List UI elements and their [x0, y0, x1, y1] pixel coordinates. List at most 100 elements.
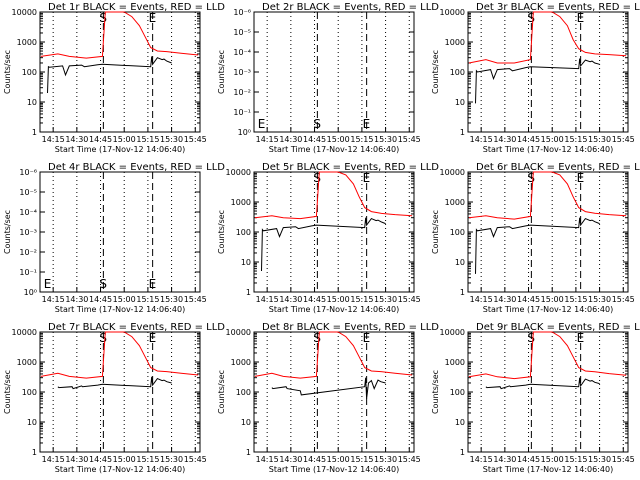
x-tick-label: 14:30 [65, 455, 88, 464]
x-tick-label: 14:15 [470, 455, 493, 464]
x-tick-label: 15:00 [327, 295, 350, 304]
x-tick-label: 15:15 [564, 135, 587, 144]
lld-series-line [254, 331, 413, 379]
x-tick-label: 15:30 [374, 295, 397, 304]
x-tick-label: 15:30 [588, 295, 611, 304]
x-tick-label: 15:15 [564, 455, 587, 464]
y-axis-label: Counts/sec [431, 50, 440, 94]
marker-label: E [44, 277, 52, 291]
x-tick-label: 15:30 [160, 295, 183, 304]
panel-title: Det 3r BLACK = Events, RED = LLD [476, 2, 640, 13]
y-tick-label: 10000 [226, 168, 251, 177]
x-tick-label: 15:45 [184, 135, 207, 144]
x-axis-label: Start Time (17-Nov-12 14:06:40) [483, 465, 613, 474]
x-tick-label: 15:30 [588, 455, 611, 464]
marker-label: S [313, 331, 321, 345]
y-tick-label: 1 [460, 288, 465, 297]
x-tick-label: 14:45 [303, 455, 326, 464]
marker-label: S [99, 331, 107, 345]
panel-title: Det 2r BLACK = Events, RED = LLD [262, 2, 439, 13]
x-tick-label: 14:45 [89, 455, 112, 464]
lld-series-line [468, 331, 627, 380]
events-series-line [475, 217, 600, 274]
y-tick-label: 1000 [445, 38, 465, 47]
x-tick-label: 15:15 [136, 295, 159, 304]
panel-1: Det 1r BLACK = Events, RED = LLD 1 10 100 10… [3, 2, 225, 154]
marker-label: S [527, 171, 535, 185]
x-tick-label: 15:45 [184, 455, 207, 464]
y-tick-label: 10⁻⁵ [19, 188, 37, 197]
x-tick-label: 14:45 [517, 295, 540, 304]
y-tick-label: 10 [455, 98, 465, 107]
y-tick-label: 1000 [231, 198, 251, 207]
y-tick-label: 100 [236, 388, 251, 397]
y-tick-label: 10 [455, 258, 465, 267]
x-tick-label: 15:00 [113, 295, 136, 304]
y-axis-label: Counts/sec [431, 210, 440, 254]
panel-title: Det 7r BLACK = Events, RED = LLD [48, 322, 225, 333]
plot-frame [467, 11, 629, 133]
y-tick-label: 1000 [17, 38, 37, 47]
y-tick-label: 1000 [17, 358, 37, 367]
y-tick-label: 100 [22, 68, 37, 77]
panel-3: Det 3r BLACK = Events, RED = LLD 1 10 100 10… [431, 2, 640, 154]
x-tick-label: 14:15 [42, 455, 65, 464]
x-tick-label: 14:30 [279, 295, 302, 304]
y-axis-label: Counts/sec [217, 50, 226, 94]
x-tick-label: 14:15 [42, 135, 65, 144]
y-axis-label: Counts/sec [3, 50, 12, 94]
x-tick-label: 14:45 [89, 295, 112, 304]
marker-label: E [363, 117, 371, 131]
y-tick-label: 10⁻² [19, 248, 37, 257]
y-tick-label: 1 [32, 128, 37, 137]
marker-label: E [577, 171, 585, 185]
y-tick-label: 10⁻³ [233, 68, 251, 77]
y-tick-label: 10⁻¹ [233, 108, 251, 117]
x-tick-label: 15:30 [374, 135, 397, 144]
panel-title: Det 4r BLACK = Events, RED = LLD [48, 162, 225, 173]
y-tick-label: 10 [27, 418, 37, 427]
x-tick-label: 14:30 [65, 135, 88, 144]
y-tick-label: 1 [460, 448, 465, 457]
x-tick-label: 15:00 [113, 455, 136, 464]
x-axis-label: Start Time (17-Nov-12 14:06:40) [269, 465, 399, 474]
panel-2: Det 2r BLACK = Events, RED = LLD 10⁰ 10⁻¹ 1… [217, 2, 439, 154]
x-tick-label: 15:15 [350, 295, 373, 304]
y-tick-label: 1 [32, 448, 37, 457]
y-tick-label: 10000 [440, 8, 465, 17]
y-tick-label: 10 [241, 258, 251, 267]
y-tick-label: 10⁻⁶ [19, 168, 37, 177]
panel-title: Det 9r BLACK = Events, RED = LLD [476, 322, 640, 333]
x-tick-label: 15:15 [136, 135, 159, 144]
events-series-line [271, 377, 386, 399]
x-axis-label: Start Time (17-Nov-12 14:06:40) [55, 465, 185, 474]
x-tick-label: 15:00 [541, 455, 564, 464]
x-tick-label: 15:00 [327, 135, 350, 144]
panel-9: Det 9r BLACK = Events, RED = LLD 1 10 100 10… [431, 322, 640, 474]
y-tick-label: 10⁻⁴ [19, 208, 37, 217]
x-tick-label: 14:15 [256, 295, 279, 304]
x-tick-label: 15:30 [374, 455, 397, 464]
marker-label: S [313, 171, 321, 185]
panel-title: Det 6r BLACK = Events, RED = LLD [476, 162, 640, 173]
y-tick-label: 10 [241, 418, 251, 427]
marker-label: E [149, 277, 157, 291]
y-tick-label: 1000 [445, 198, 465, 207]
y-tick-label: 10000 [226, 328, 251, 337]
marker-label: E [577, 331, 585, 345]
plot-frame [467, 331, 629, 453]
x-axis-label: Start Time (17-Nov-12 14:06:40) [55, 145, 185, 154]
x-tick-label: 14:15 [256, 135, 279, 144]
x-tick-label: 14:30 [493, 455, 516, 464]
lld-series-line [468, 11, 627, 64]
y-tick-label: 100 [450, 68, 465, 77]
y-tick-label: 10⁻³ [19, 228, 37, 237]
x-tick-label: 14:15 [470, 135, 493, 144]
x-tick-label: 14:15 [470, 295, 493, 304]
y-axis-label: Counts/sec [431, 370, 440, 414]
events-series-line [485, 377, 600, 390]
events-series-line [47, 56, 172, 94]
y-tick-label: 1 [460, 128, 465, 137]
y-tick-label: 10 [27, 98, 37, 107]
